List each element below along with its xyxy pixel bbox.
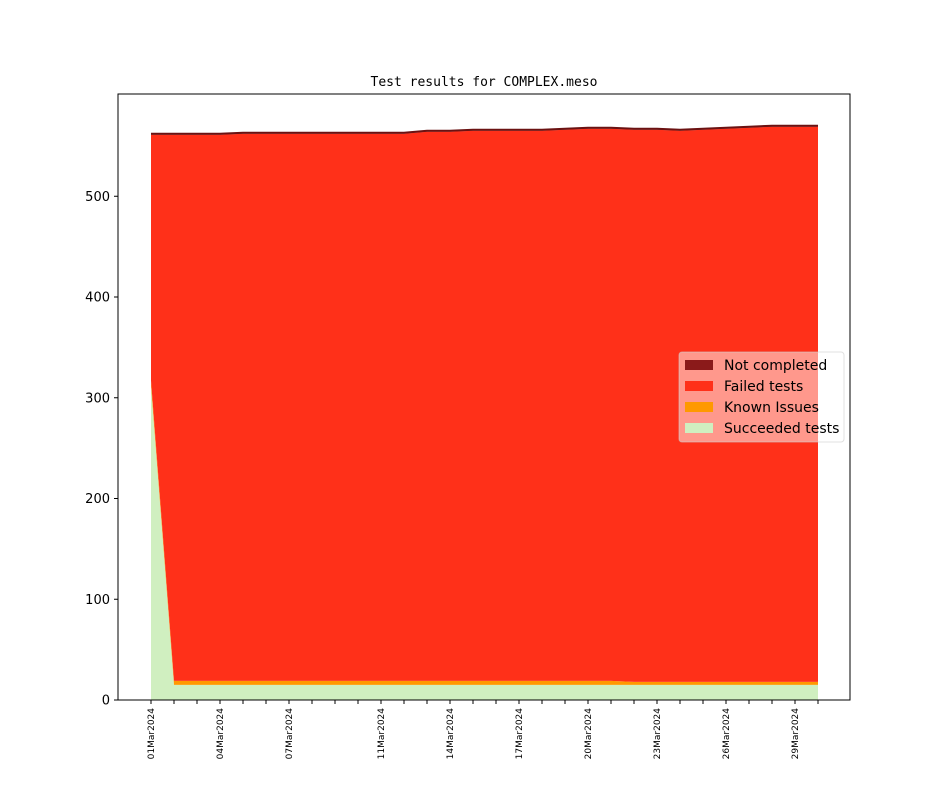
total-line [151, 124, 818, 135]
y-tick-label: 200 [85, 492, 110, 507]
legend-swatch [685, 360, 713, 370]
x-tick-label: 20Mar2024 [584, 708, 594, 760]
legend-label: Known Issues [724, 400, 819, 416]
y-tick-label: 0 [102, 694, 110, 709]
x-tick-label: 26Mar2024 [722, 708, 732, 760]
y-tick-label: 300 [85, 391, 110, 406]
chart-title: Test results for COMPLEX.meso [371, 75, 598, 90]
area-failed-tests [151, 126, 818, 682]
legend: Not completed Failed tests Known Issues Suc… [678, 351, 845, 443]
x-tick-label: 14Mar2024 [446, 708, 456, 760]
legend-label: Not completed [724, 358, 827, 374]
x-tick-label: 11Mar2024 [377, 708, 387, 760]
y-tick-label: 500 [85, 190, 110, 205]
x-tick-label: 29Mar2024 [791, 708, 801, 760]
y-tick-label: 400 [85, 291, 110, 306]
x-tick-label: 07Mar2024 [285, 708, 295, 760]
x-axis: 01Mar2024 04Mar2024 07Mar2024 11Mar2024 14Ma… [147, 700, 819, 760]
series-areas [151, 124, 818, 700]
legend-label: Succeeded tests [724, 421, 839, 437]
x-tick-label: 23Mar2024 [653, 708, 663, 760]
legend-box [678, 351, 845, 443]
legend-swatch [685, 402, 713, 412]
y-axis: 0 100 200 300 400 500 [85, 190, 118, 709]
legend-swatch [685, 423, 713, 433]
plot-frame [117, 93, 851, 701]
legend-label: Failed tests [724, 379, 803, 395]
x-tick-label: 17Mar2024 [515, 708, 525, 760]
legend-swatch [685, 381, 713, 391]
x-tick-label: 04Mar2024 [216, 708, 226, 760]
x-tick-label: 01Mar2024 [147, 708, 157, 760]
y-tick-label: 100 [85, 593, 110, 608]
